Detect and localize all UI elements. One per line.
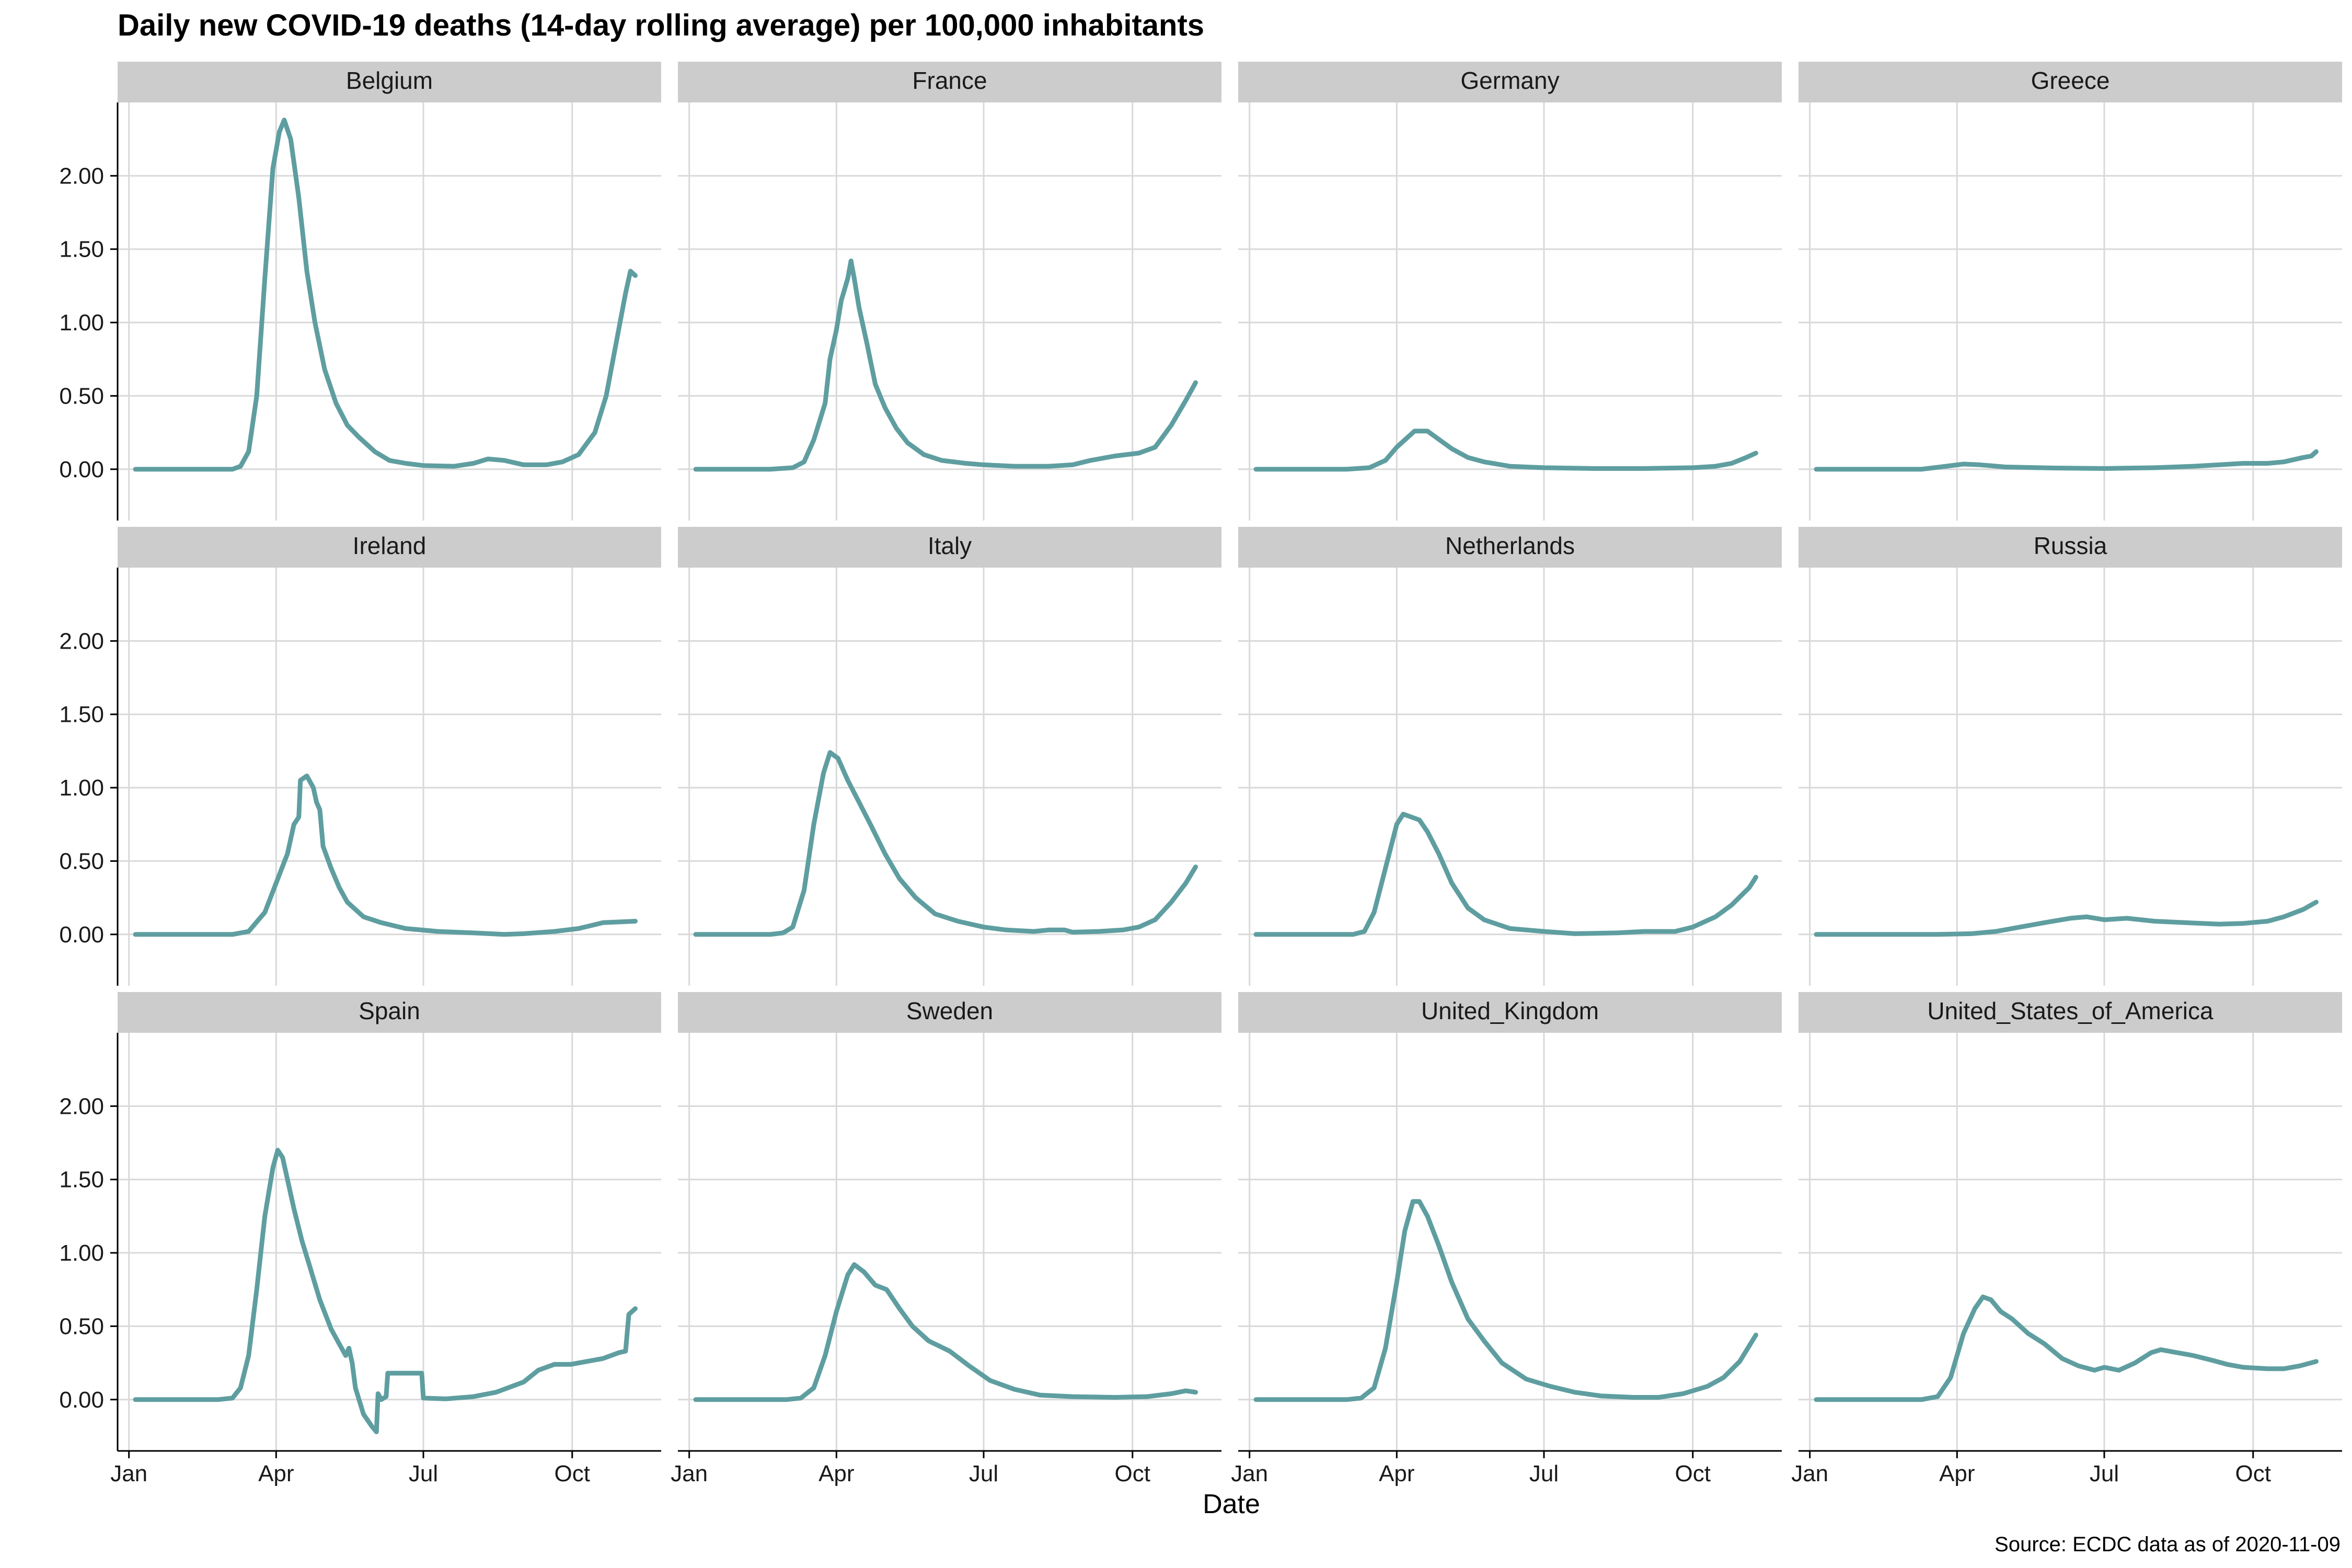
y-tick-label: 0.00: [59, 457, 104, 482]
facet-strip: [1798, 527, 2342, 568]
facet-strip-label: Italy: [928, 532, 972, 559]
facet-panel-united-states-of-america: United_States_of_America Jan Apr Jul Oct: [1791, 992, 2342, 1486]
x-tick-label: Jan: [1791, 1461, 1828, 1486]
chart-title: Daily new COVID-19 deaths (14-day rollin…: [118, 8, 1204, 42]
x-tick-label: Oct: [555, 1461, 590, 1486]
x-tick-label: Oct: [1115, 1461, 1150, 1486]
x-tick-label: Jan: [110, 1461, 147, 1486]
y-tick-label: 0.50: [59, 383, 104, 409]
facet-strip: [1798, 62, 2342, 102]
facet-strip: [1798, 992, 2342, 1033]
series-line: [1814, 1294, 2319, 1402]
facet-panels: Belgium 0.00 0.50 1.00 1.50 2.00 France Germany…: [59, 62, 2342, 1486]
facet-panel-france: France: [678, 62, 1221, 521]
x-tick-label: Jul: [1529, 1461, 1559, 1486]
facet-strip-label: Spain: [359, 997, 420, 1024]
series-line: [133, 1148, 638, 1434]
facet-strip: [1238, 527, 1782, 568]
y-tick-label: 2.00: [59, 1093, 104, 1119]
facet-panel-italy: Italy: [678, 527, 1221, 986]
facet-panel-spain: Spain 0.00 0.50 1.00 1.50 2.00 Jan Apr Jul Oct: [59, 992, 661, 1486]
x-tick-label: Apr: [818, 1461, 854, 1486]
y-tick-label: 0.50: [59, 1313, 104, 1339]
x-tick-label: Apr: [1379, 1461, 1414, 1486]
x-tick-label: Jul: [409, 1461, 438, 1486]
facet-panel-sweden: Sweden Jan Apr Jul Oct: [671, 992, 1221, 1486]
facet-strip: [118, 992, 661, 1033]
series-line: [133, 118, 638, 472]
y-tick-label: 1.00: [59, 775, 104, 801]
facet-panel-germany: Germany: [1238, 62, 1782, 521]
y-tick-label: 0.00: [59, 922, 104, 948]
series-line: [1253, 812, 1758, 937]
facet-strip-label: United_Kingdom: [1421, 997, 1599, 1024]
facet-panel-belgium: Belgium 0.00 0.50 1.00 1.50 2.00: [59, 62, 661, 521]
y-tick-label: 2.00: [59, 628, 104, 654]
facet-strip-label: Germany: [1460, 67, 1559, 94]
x-tick-label: Oct: [1675, 1461, 1711, 1486]
facet-panel-russia: Russia: [1798, 527, 2342, 986]
facet-strip: [1238, 62, 1782, 102]
series-line: [693, 1262, 1198, 1402]
x-tick-label: Oct: [2235, 1461, 2271, 1486]
facet-strip-label: Russia: [2034, 532, 2107, 559]
facet-strip-label: United_States_of_America: [1927, 997, 2213, 1024]
facet-panel-ireland: Ireland 0.00 0.50 1.00 1.50 2.00: [59, 527, 661, 986]
series-line: [693, 750, 1198, 937]
x-tick-label: Jan: [671, 1461, 708, 1486]
facet-strip-label: Ireland: [353, 532, 426, 559]
facet-panel-netherlands: Netherlands: [1238, 527, 1782, 986]
x-axis-title: Date: [1203, 1489, 1260, 1519]
x-tick-label: Apr: [258, 1461, 294, 1486]
y-tick-label: 1.50: [59, 237, 104, 262]
y-tick-label: 1.50: [59, 1167, 104, 1193]
x-tick-label: Jul: [969, 1461, 998, 1486]
facet-panel-united-kingdom: United_Kingdom Jan Apr Jul Oct: [1231, 992, 1782, 1486]
facet-strip-label: Sweden: [906, 997, 993, 1024]
series-line: [1814, 449, 2319, 472]
x-tick-label: Jul: [2090, 1461, 2119, 1486]
facet-strip-label: Netherlands: [1445, 532, 1575, 559]
y-tick-label: 0.50: [59, 848, 104, 874]
series-line: [1814, 900, 2319, 937]
facet-strip: [678, 62, 1221, 102]
facet-strip: [118, 62, 661, 102]
y-tick-label: 2.00: [59, 163, 104, 189]
facet-strip: [1238, 992, 1782, 1033]
series-line: [133, 774, 638, 937]
series-line: [1253, 1199, 1758, 1402]
facet-panel-greece: Greece: [1798, 62, 2342, 521]
x-tick-label: Jan: [1231, 1461, 1268, 1486]
y-tick-label: 0.00: [59, 1387, 104, 1413]
series-line: [693, 258, 1198, 472]
facet-strip: [678, 527, 1221, 568]
y-tick-label: 1.00: [59, 310, 104, 336]
y-tick-label: 1.50: [59, 702, 104, 728]
x-tick-label: Apr: [1939, 1461, 1975, 1486]
facet-strip-label: Belgium: [346, 67, 433, 94]
facet-strip-label: Greece: [2031, 67, 2110, 94]
series-line: [1253, 429, 1758, 472]
facet-strip: [118, 527, 661, 568]
source-caption: Source: ECDC data as of 2020-11-09: [1994, 1533, 2341, 1556]
y-tick-label: 1.00: [59, 1240, 104, 1266]
facet-strip-label: France: [912, 67, 987, 94]
facet-strip: [678, 992, 1221, 1033]
